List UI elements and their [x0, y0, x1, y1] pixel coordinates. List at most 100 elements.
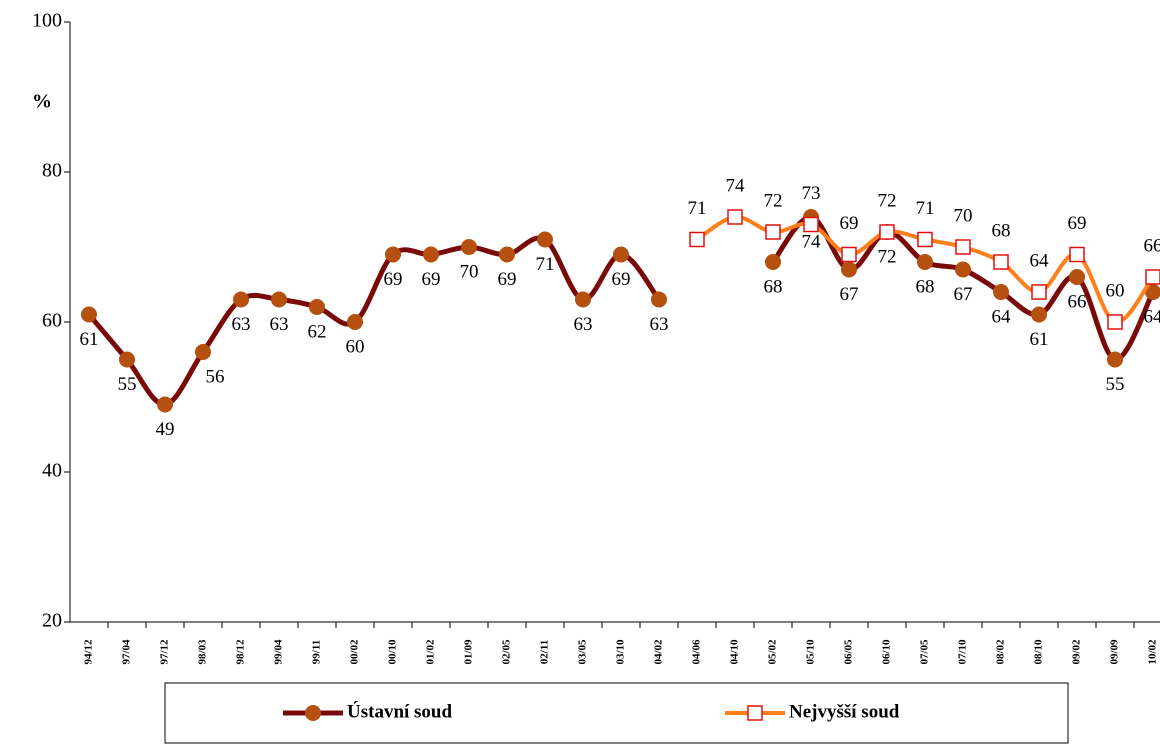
- data-label: 69: [498, 269, 517, 290]
- data-label: 62: [308, 321, 327, 342]
- marker: [803, 216, 819, 233]
- data-label: 69: [612, 269, 631, 290]
- y-tick-label: 100: [32, 10, 62, 32]
- x-tick-label: 99/04: [273, 639, 285, 665]
- x-tick-label: 05/10: [805, 639, 817, 665]
- legend-marker: [747, 705, 763, 721]
- marker: [423, 246, 439, 263]
- x-tick-label: 10/02: [1147, 639, 1159, 665]
- marker: [1145, 284, 1160, 300]
- x-tick-label: 06/10: [881, 639, 893, 665]
- data-label: 69: [422, 269, 441, 290]
- x-tick-label: 97/12: [159, 639, 171, 665]
- legend-label: Ústavní soud: [347, 700, 452, 722]
- data-label: 49: [156, 419, 175, 440]
- data-label: 55: [1106, 374, 1125, 395]
- marker: [841, 246, 857, 263]
- data-label: 61: [1030, 329, 1049, 350]
- data-label: 72: [878, 246, 897, 267]
- marker: [689, 231, 705, 248]
- marker: [575, 291, 591, 308]
- data-label: 60: [346, 336, 365, 357]
- data-label: 74: [802, 231, 822, 252]
- data-label: 63: [574, 314, 593, 335]
- data-label: 67: [840, 284, 859, 305]
- x-tick-label: 94/12: [83, 639, 95, 665]
- marker: [537, 231, 553, 248]
- data-label: 70: [460, 261, 479, 282]
- data-label: 55: [118, 374, 137, 395]
- x-tick-label: 03/05: [577, 639, 589, 665]
- x-tick-label: 06/05: [843, 639, 855, 665]
- x-tick-label: 07/05: [919, 639, 931, 665]
- marker: [651, 291, 667, 308]
- marker: [1031, 284, 1047, 300]
- marker: [347, 314, 363, 330]
- legend-label: Nejvyšší soud: [789, 701, 900, 722]
- data-label: 66: [1068, 291, 1087, 312]
- data-label: 63: [270, 314, 289, 335]
- data-label: 63: [650, 314, 669, 335]
- x-tick-label: 00/02: [349, 639, 361, 665]
- x-tick-label: 02/05: [501, 639, 513, 665]
- data-label: 71: [536, 254, 555, 275]
- x-tick-label: 97/04: [121, 639, 133, 665]
- data-label: 74: [726, 175, 746, 196]
- data-label: 60: [1106, 280, 1125, 301]
- data-label: 63: [232, 314, 251, 335]
- x-tick-label: 01/09: [463, 639, 475, 665]
- marker: [993, 254, 1009, 270]
- marker: [461, 239, 477, 255]
- marker: [309, 299, 325, 315]
- y-axis-label: %: [32, 91, 52, 113]
- marker: [1107, 314, 1123, 330]
- x-tick-label: 01/02: [425, 639, 437, 665]
- marker: [499, 246, 515, 263]
- data-label: 72: [764, 190, 783, 211]
- x-tick-label: 07/10: [957, 639, 969, 665]
- data-label: 68: [764, 276, 783, 297]
- x-tick-label: 04/06: [691, 639, 703, 665]
- marker: [233, 291, 249, 308]
- marker: [157, 396, 173, 413]
- data-label: 68: [916, 276, 935, 297]
- x-tick-label: 98/03: [197, 639, 209, 665]
- data-label: 61: [80, 329, 99, 350]
- x-tick-label: 04/10: [729, 639, 741, 665]
- marker: [1069, 246, 1085, 263]
- x-tick-label: 00/10: [387, 639, 399, 665]
- data-label: 73: [802, 183, 821, 204]
- y-tick-label: 80: [42, 160, 62, 182]
- marker: [1069, 269, 1085, 285]
- data-label: 64: [1144, 306, 1160, 327]
- marker: [195, 344, 211, 360]
- data-label: 67: [954, 284, 973, 305]
- x-tick-label: 09/09: [1109, 639, 1121, 665]
- y-tick-label: 40: [42, 460, 62, 482]
- marker: [1107, 351, 1123, 368]
- marker: [917, 254, 933, 270]
- data-label: 69: [1068, 213, 1087, 234]
- marker: [1031, 306, 1047, 323]
- marker: [879, 224, 895, 240]
- marker: [385, 246, 401, 263]
- marker: [81, 306, 97, 323]
- x-tick-label: 09/02: [1071, 639, 1083, 665]
- legend-marker: [305, 705, 321, 721]
- marker: [1145, 269, 1160, 285]
- marker: [765, 224, 781, 240]
- marker: [955, 239, 971, 255]
- data-label: 72: [878, 190, 897, 211]
- marker: [727, 209, 743, 225]
- data-label: 66: [1144, 235, 1160, 256]
- data-label: 64: [1030, 250, 1050, 271]
- data-label: 56: [206, 366, 225, 387]
- data-label: 68: [992, 220, 1011, 241]
- data-label: 70: [954, 205, 973, 226]
- marker: [917, 231, 933, 248]
- marker: [271, 291, 287, 308]
- x-tick-label: 04/02: [653, 639, 665, 665]
- data-label: 69: [384, 269, 403, 290]
- x-tick-label: 08/02: [995, 639, 1007, 665]
